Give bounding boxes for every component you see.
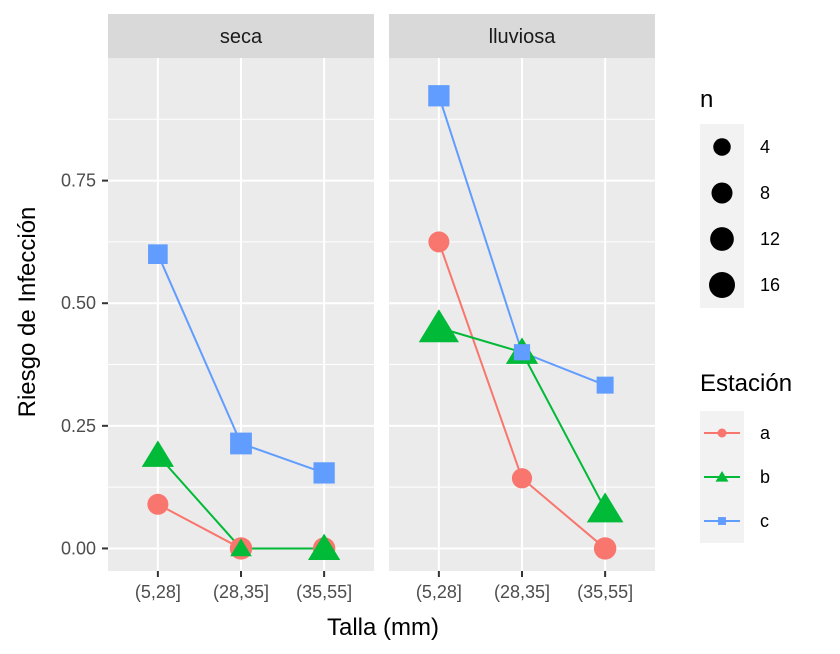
x-tick-label: (28,35] — [494, 582, 550, 602]
size-legend-label: 8 — [760, 183, 770, 203]
y-tick-label: 0.00 — [61, 538, 96, 558]
size-legend-symbol — [709, 272, 735, 298]
facet-strip-label: lluviosa — [489, 26, 557, 48]
facet-panels: seca lluviosa — [108, 14, 655, 571]
data-point-a — [147, 493, 169, 515]
color-legend-symbol — [717, 428, 727, 438]
data-point-a — [428, 231, 450, 253]
y-tick-label: 0.25 — [61, 416, 96, 436]
x-tick-label: (28,35] — [213, 582, 269, 602]
data-point-b — [586, 492, 624, 523]
color-legend-label: a — [760, 423, 771, 443]
size-legend-title: n — [700, 86, 713, 113]
x-tick-label: (5,28] — [416, 582, 462, 602]
color-legend-label: c — [760, 511, 769, 531]
x-tick-label: (5,28] — [135, 582, 181, 602]
facet-strip — [108, 14, 374, 58]
data-point-b — [230, 538, 252, 557]
data-point-b — [418, 309, 459, 343]
data-point-c — [428, 85, 450, 107]
color-legend-symbol — [715, 471, 729, 482]
color-legend-title: Estación — [700, 370, 792, 397]
color-legend-symbol — [718, 517, 726, 525]
data-point-a — [593, 537, 617, 560]
data-point-b — [141, 440, 175, 467]
facet-panel-seca: seca — [108, 14, 374, 571]
y-tick-label: 0.75 — [61, 171, 96, 191]
x-tick-label: (35,55] — [296, 582, 352, 602]
x-axis-title: Talla (mm) — [327, 614, 439, 641]
facet-panel-lluviosa: lluviosa — [389, 14, 655, 571]
data-point-b — [307, 533, 341, 561]
data-point-c — [230, 432, 252, 455]
size-legend-label: 16 — [760, 275, 780, 295]
size-legend: n 4 8 12 16 — [700, 86, 780, 308]
size-legend-label: 12 — [760, 229, 780, 249]
y-tick-label: 0.50 — [61, 293, 96, 313]
size-legend-symbol — [711, 182, 733, 204]
facet-strip — [389, 14, 655, 58]
y-axis-title: Riesgo de Infección — [14, 207, 41, 418]
facet-strip-label: seca — [220, 26, 263, 48]
size-legend-symbol — [710, 227, 734, 251]
y-axis: 0.00 0.25 0.50 0.75 — [61, 171, 108, 558]
color-legend: Estación a b c — [700, 370, 792, 543]
data-point-c — [513, 344, 531, 361]
data-point-a — [511, 468, 533, 489]
size-legend-symbol — [713, 138, 731, 156]
data-point-c — [596, 376, 614, 394]
data-point-c — [313, 462, 335, 484]
x-axis: (5,28] (28,35] (35,55] (5,28] (28,35] (35,55] — [135, 571, 633, 602]
data-point-c — [148, 244, 168, 264]
size-legend-label: 4 — [760, 137, 770, 157]
x-tick-label: (35,55] — [577, 582, 633, 602]
color-legend-label: b — [760, 467, 770, 487]
